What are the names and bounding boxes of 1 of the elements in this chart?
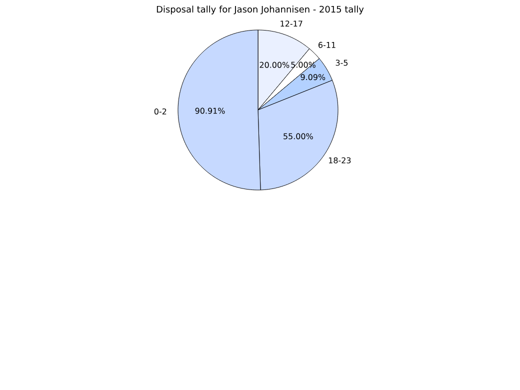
chart-title: Disposal tally for Jason Johannisen - 2015 tally	[156, 6, 364, 14]
